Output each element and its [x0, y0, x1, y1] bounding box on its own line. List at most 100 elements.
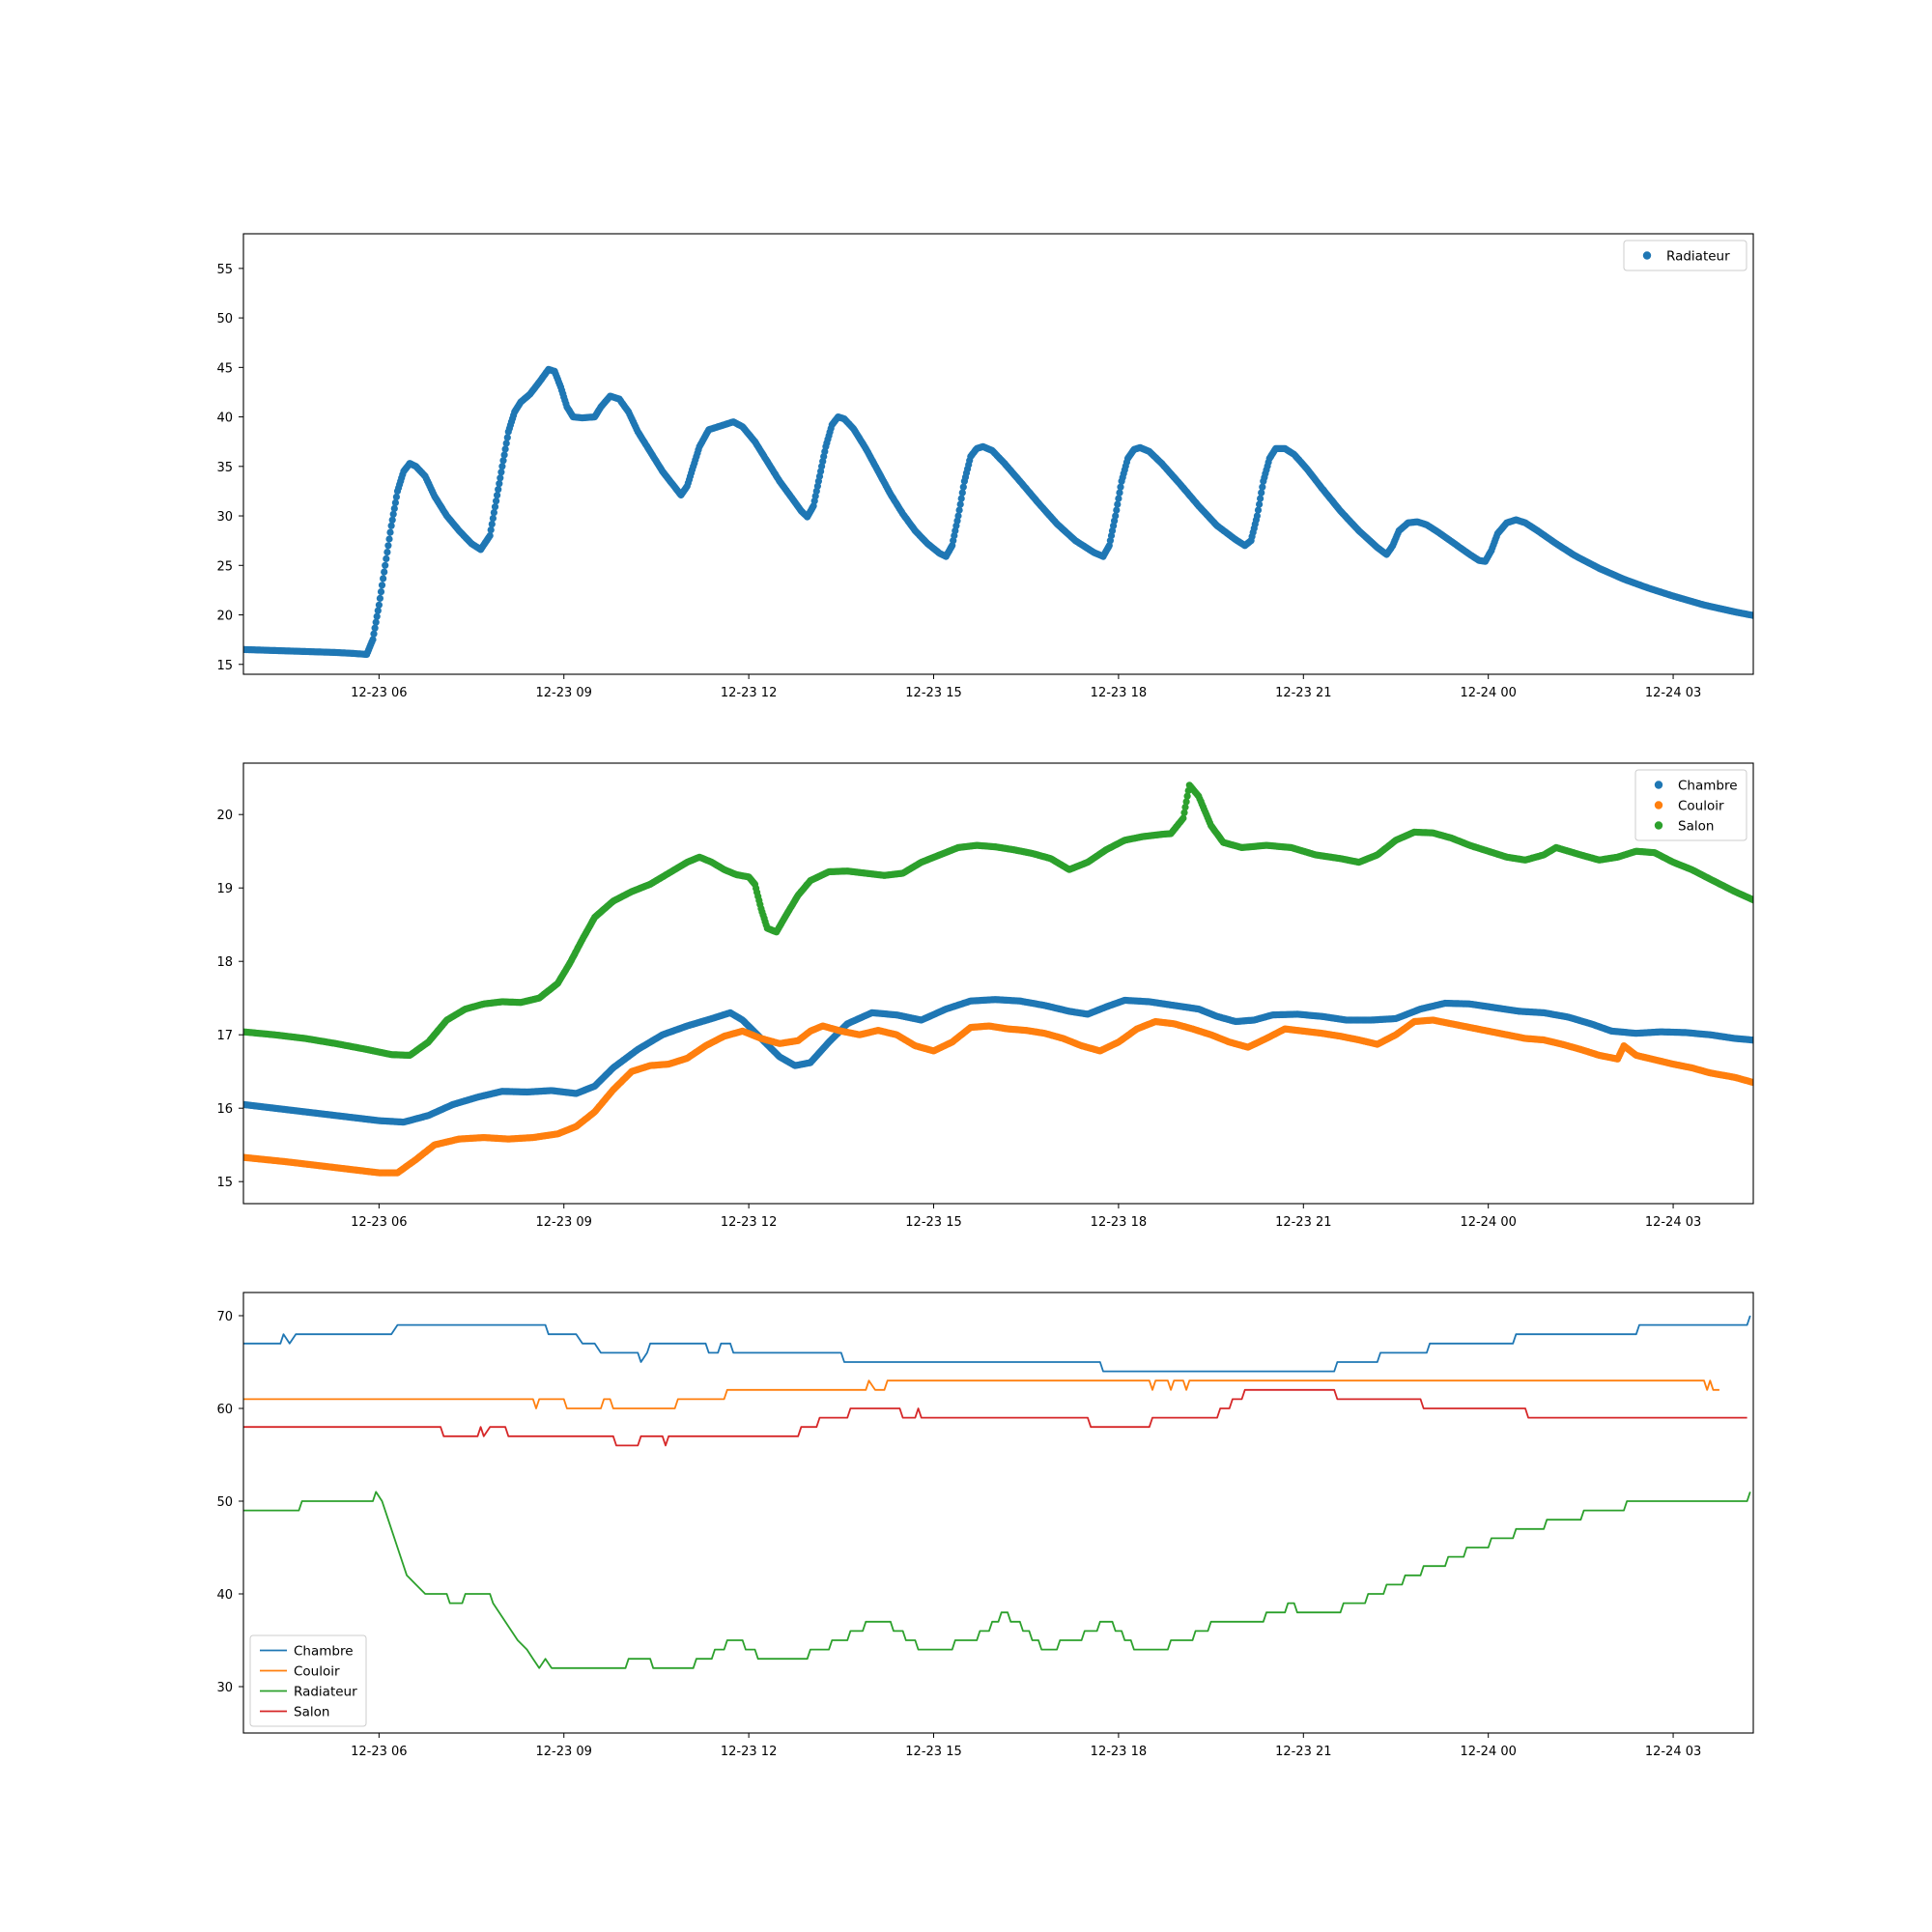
data-point	[1856, 1046, 1862, 1053]
data-point	[1755, 613, 1762, 620]
data-point	[1113, 506, 1121, 514]
data-point	[1834, 625, 1841, 632]
x-tick-label: 12-24 03	[1645, 686, 1701, 700]
legend-box	[1623, 240, 1747, 271]
data-point	[1772, 1039, 1778, 1046]
data-point	[1807, 621, 1814, 628]
data-point	[1763, 614, 1770, 621]
data-point	[1887, 631, 1893, 638]
data-point	[1871, 629, 1878, 636]
data-point	[1868, 629, 1875, 636]
data-point	[1764, 614, 1771, 621]
data-point	[500, 451, 508, 459]
data-point	[1756, 1037, 1763, 1044]
data-point	[1916, 1053, 1922, 1060]
data-point	[1818, 1045, 1825, 1052]
data-point	[1253, 512, 1261, 520]
data-point	[1753, 612, 1760, 619]
data-point	[1811, 622, 1818, 629]
data-point	[1890, 1051, 1897, 1058]
data-point	[1791, 1042, 1798, 1049]
data-point	[1779, 617, 1786, 624]
data-point	[382, 561, 389, 569]
data-point	[1889, 1051, 1896, 1058]
data-point	[1881, 1050, 1888, 1057]
data-point	[1914, 633, 1920, 639]
data-point	[1787, 618, 1794, 625]
data-point	[1892, 1051, 1899, 1058]
data-point	[1882, 1050, 1889, 1057]
data-point	[1759, 613, 1766, 620]
data-point	[1874, 629, 1881, 636]
data-point	[1768, 615, 1775, 622]
data-point	[1822, 623, 1829, 630]
data-point	[1115, 495, 1122, 502]
data-point	[1816, 622, 1823, 629]
data-point	[1894, 1051, 1901, 1058]
data-point	[1846, 626, 1853, 633]
x-tick-label: 12-23 15	[905, 686, 961, 700]
data-point	[374, 607, 382, 614]
data-point	[1898, 632, 1905, 639]
data-point	[390, 504, 398, 513]
data-point	[1826, 624, 1833, 631]
data-point	[1822, 1045, 1829, 1052]
data-point	[1751, 1037, 1753, 1044]
data-point	[391, 498, 399, 507]
data-point	[1845, 626, 1852, 633]
data-point	[1823, 1045, 1830, 1052]
data-point	[1919, 1054, 1926, 1061]
data-point	[1878, 1049, 1885, 1056]
data-point	[1897, 632, 1904, 639]
data-point	[1914, 1053, 1920, 1060]
data-point	[1849, 627, 1856, 634]
data-point	[1776, 1040, 1783, 1047]
data-point	[489, 515, 497, 523]
data-point	[1910, 1053, 1917, 1060]
data-point	[1882, 630, 1889, 637]
data-point	[1903, 1052, 1910, 1059]
data-point	[369, 636, 377, 643]
data-point	[1257, 495, 1264, 502]
data-point	[1784, 1041, 1791, 1048]
data-point	[1765, 1038, 1772, 1045]
data-point	[1802, 1043, 1808, 1050]
data-point	[1869, 1048, 1876, 1055]
data-point	[1786, 618, 1793, 625]
data-point	[1927, 635, 1932, 641]
data-point	[1819, 1045, 1826, 1052]
data-point	[502, 440, 510, 447]
data-point	[376, 594, 384, 603]
data-point	[1919, 634, 1926, 640]
plot-area	[243, 365, 1932, 659]
data-point	[1841, 1046, 1848, 1053]
data-point	[1832, 624, 1838, 631]
data-point	[1803, 620, 1809, 627]
data-point	[1830, 1046, 1836, 1053]
data-point	[1923, 634, 1930, 640]
data-point	[1880, 630, 1887, 637]
data-point	[1848, 1046, 1855, 1053]
data-point	[1895, 1051, 1902, 1058]
data-point	[1792, 619, 1799, 626]
data-point	[490, 509, 497, 517]
data-point	[1769, 1039, 1776, 1046]
data-point	[1790, 619, 1797, 626]
data-point	[1841, 626, 1848, 633]
y-tick-label: 45	[216, 361, 233, 376]
data-point	[1901, 632, 1908, 639]
data-point	[1918, 1054, 1924, 1061]
data-point	[1908, 633, 1915, 639]
data-point	[1863, 1047, 1870, 1054]
data-point	[1870, 629, 1877, 636]
data-point	[1833, 624, 1839, 631]
data-point	[1776, 1040, 1782, 1047]
data-point	[1761, 614, 1768, 621]
data-point	[1826, 1045, 1833, 1052]
data-point	[1817, 622, 1824, 629]
y-tick-label: 50	[216, 312, 233, 327]
data-point	[1850, 627, 1857, 634]
data-point	[1812, 1044, 1819, 1051]
data-point	[387, 522, 395, 529]
data-point	[1791, 619, 1798, 626]
